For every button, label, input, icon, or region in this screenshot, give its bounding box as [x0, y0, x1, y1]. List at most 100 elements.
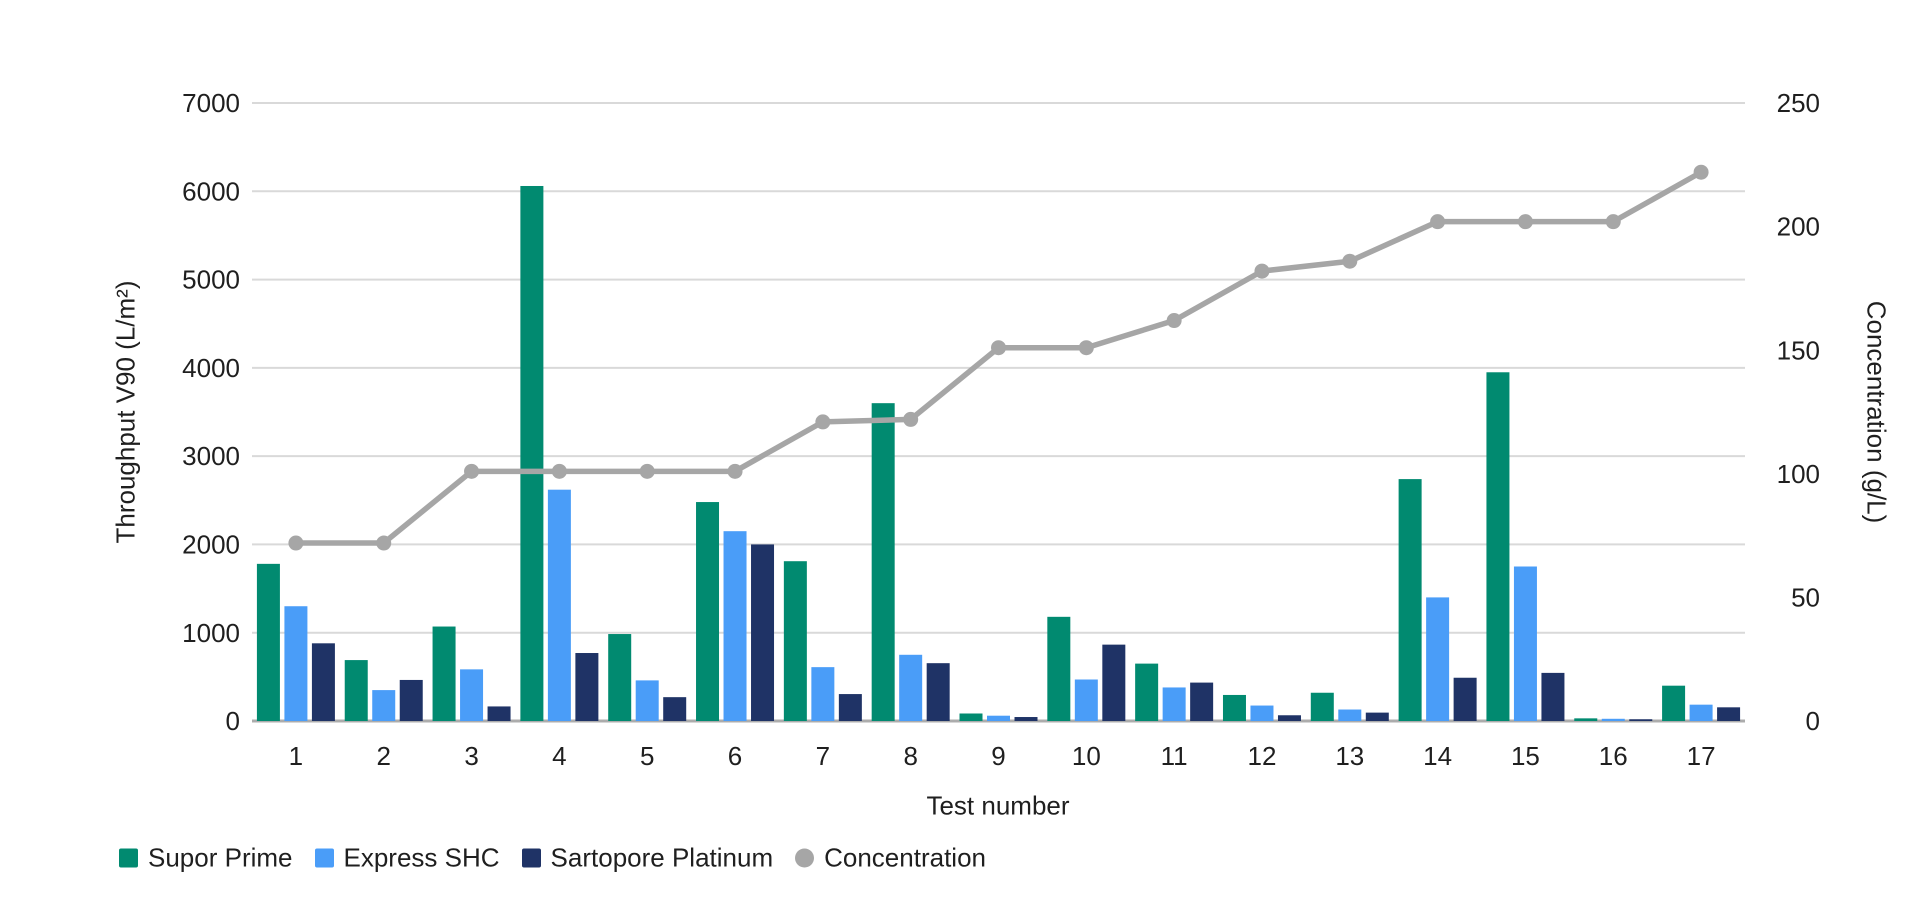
right-axis-tick-250: 250: [1777, 88, 1820, 118]
legend-label-express-shc: Express SHC: [343, 842, 500, 873]
bar-sartopore-platinum-test-11: [1190, 682, 1214, 721]
bar-express-shc-test-16: [1601, 718, 1625, 721]
left-axis-tick-0: 0: [226, 706, 240, 736]
x-axis-tick-6: 6: [728, 741, 742, 771]
bar-express-shc-test-9: [987, 715, 1010, 721]
x-axis-tick-4: 4: [552, 741, 566, 771]
bar-express-shc-test-5: [635, 680, 659, 721]
left-axis-tick-6000: 6000: [182, 176, 240, 206]
legend-label-supor-prime: Supor Prime: [148, 842, 293, 873]
right-axis-tick-100: 100: [1777, 459, 1820, 489]
concentration-point-test-17: [1693, 164, 1709, 180]
bar-express-shc-test-4: [547, 489, 571, 721]
left-axis-tick-7000: 7000: [182, 88, 240, 118]
legend-swatch-supor-prime: [119, 848, 138, 868]
x-axis-title: Test number: [926, 790, 1070, 821]
concentration-point-test-16: [1605, 214, 1621, 230]
bar-express-shc-test-10: [1074, 679, 1098, 721]
bar-sartopore-platinum-test-4: [575, 653, 599, 721]
bar-supor-prime-test-2: [344, 660, 368, 721]
bar-express-shc-test-17: [1689, 704, 1713, 721]
left-axis-tick-2000: 2000: [182, 530, 240, 560]
bar-express-shc-test-11: [1162, 687, 1186, 721]
bar-express-shc-test-2: [372, 690, 396, 721]
bar-supor-prime-test-17: [1662, 685, 1686, 721]
legend-swatch-sartopore-platinum: [521, 848, 541, 868]
left-axis-tick-5000: 5000: [182, 265, 240, 295]
bar-sartopore-platinum-test-17: [1717, 707, 1741, 721]
legend-label-concentration: Concentration: [824, 842, 986, 873]
legend-swatch-express-shc: [314, 848, 334, 868]
concentration-point-test-13: [1342, 253, 1358, 269]
bar-supor-prime-test-11: [1135, 663, 1159, 721]
concentration-point-test-1: [288, 535, 304, 551]
bar-express-shc-test-1: [284, 606, 308, 721]
concentration-point-test-9: [991, 340, 1006, 356]
concentration-point-test-2: [376, 535, 392, 551]
bar-supor-prime-test-7: [783, 561, 807, 721]
legend-item-concentration: Concentration: [795, 843, 986, 874]
concentration-point-test-4: [551, 463, 567, 479]
right-axis-tick-50: 50: [1791, 583, 1820, 613]
legend: Supor Prime Express SHC Sartopore Platin…: [119, 843, 986, 874]
bar-supor-prime-test-4: [520, 185, 544, 721]
bar-supor-prime-test-9: [959, 713, 983, 721]
bar-sartopore-platinum-test-1: [311, 643, 335, 721]
right-axis-tick-0: 0: [1806, 706, 1820, 736]
x-axis-tick-2: 2: [377, 741, 391, 771]
legend-label-sartopore-platinum: Sartopore Platinum: [550, 842, 774, 873]
x-axis-tick-12: 12: [1248, 741, 1277, 771]
concentration-point-test-10: [1078, 340, 1094, 356]
bar-supor-prime-test-3: [432, 626, 456, 721]
x-axis-tick-3: 3: [464, 741, 478, 771]
legend-item-supor-prime: Supor Prime: [119, 843, 293, 874]
concentration-point-test-3: [464, 463, 480, 479]
concentration-point-test-7: [815, 414, 831, 430]
left-axis-title: Throughput V90 (L/m²): [110, 280, 141, 544]
bar-supor-prime-test-10: [1047, 616, 1071, 721]
bar-sartopore-platinum-test-14: [1453, 677, 1477, 721]
concentration-point-test-5: [639, 463, 655, 479]
bar-sartopore-platinum-test-7: [838, 694, 862, 721]
bar-express-shc-test-6: [723, 531, 747, 721]
x-axis-tick-16: 16: [1599, 741, 1628, 771]
concentration-point-test-8: [903, 411, 919, 427]
x-axis-tick-8: 8: [903, 741, 917, 771]
bar-express-shc-test-8: [899, 654, 923, 721]
x-axis-tick-17: 17: [1687, 741, 1716, 771]
bar-sartopore-platinum-test-9: [1014, 717, 1038, 721]
bar-supor-prime-test-13: [1310, 692, 1334, 721]
concentration-point-test-6: [727, 463, 743, 479]
bar-sartopore-platinum-test-8: [926, 663, 950, 721]
left-axis-tick-3000: 3000: [182, 441, 240, 471]
bar-express-shc-test-13: [1338, 709, 1362, 721]
x-axis-tick-11: 11: [1161, 741, 1188, 771]
bar-express-shc-test-14: [1426, 597, 1450, 721]
bar-sartopore-platinum-test-12: [1277, 715, 1301, 721]
bar-express-shc-test-3: [460, 669, 484, 721]
x-axis-tick-15: 15: [1511, 741, 1540, 771]
x-axis-tick-13: 13: [1335, 741, 1364, 771]
right-axis-tick-150: 150: [1777, 335, 1820, 365]
legend-swatch-concentration: [795, 848, 815, 868]
x-axis-tick-5: 5: [640, 741, 654, 771]
bar-supor-prime-test-15: [1486, 372, 1510, 721]
bar-sartopore-platinum-test-6: [751, 544, 775, 721]
right-axis-title: Concentration (g/L): [1861, 300, 1892, 524]
x-axis-tick-14: 14: [1423, 741, 1452, 771]
bar-express-shc-test-12: [1250, 705, 1274, 721]
bar-sartopore-platinum-test-16: [1629, 719, 1653, 721]
bar-express-shc-test-15: [1513, 566, 1537, 721]
bar-sartopore-platinum-test-15: [1541, 672, 1565, 721]
concentration-point-test-11: [1166, 313, 1182, 329]
bar-supor-prime-test-12: [1222, 694, 1246, 721]
x-axis-tick-9: 9: [991, 741, 1005, 771]
bar-sartopore-platinum-test-10: [1102, 644, 1126, 721]
left-axis-tick-1000: 1000: [182, 618, 240, 648]
bar-supor-prime-test-6: [696, 502, 720, 721]
bar-sartopore-platinum-test-5: [663, 697, 687, 721]
legend-item-sartopore-platinum: Sartopore Platinum: [521, 842, 774, 874]
bar-supor-prime-test-14: [1398, 479, 1422, 721]
bar-supor-prime-test-16: [1574, 718, 1598, 721]
